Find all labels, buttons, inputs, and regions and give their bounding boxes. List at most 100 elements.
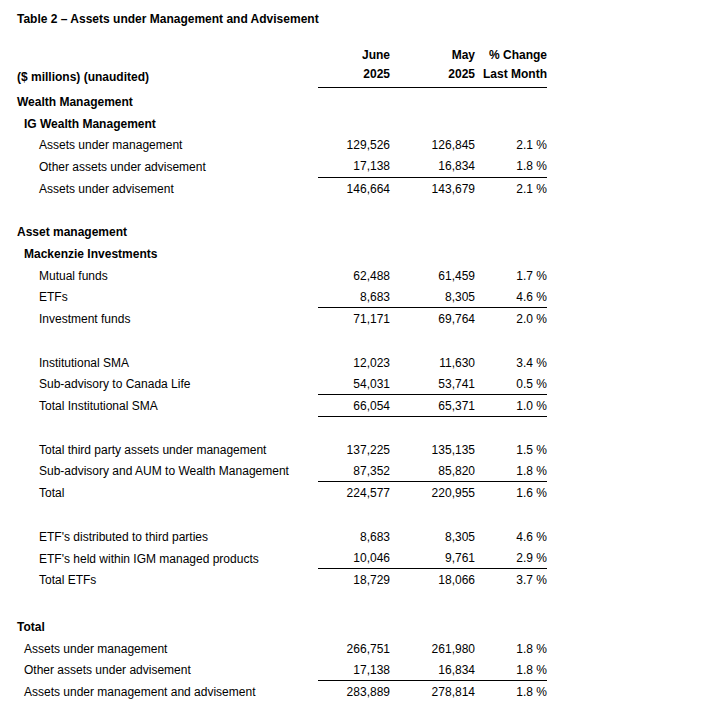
table-row: Total bbox=[17, 616, 547, 638]
table-row: Assets under management129,526126,8452.1… bbox=[17, 134, 547, 156]
row-label: Total bbox=[17, 620, 318, 634]
may-value: 65,371 bbox=[390, 399, 475, 413]
june-value: 17,138 bbox=[318, 159, 390, 173]
row-label: Sub-advisory and AUM to Wealth Managemen… bbox=[17, 464, 318, 478]
pct-change-value: 1.8 % bbox=[475, 464, 547, 478]
june-value: 12,023 bbox=[318, 356, 390, 370]
row-values: 54,03153,7410.5 % bbox=[318, 374, 547, 396]
row-values: 18,72918,0663.7 % bbox=[318, 569, 547, 591]
table-row: Total ETFs18,72918,0663.7 % bbox=[17, 569, 547, 591]
june-value: 66,054 bbox=[318, 399, 390, 413]
may-value: 85,820 bbox=[390, 464, 475, 478]
column-header-june-year: 2025 bbox=[318, 65, 390, 84]
row-values: 10,0469,7612.9 % bbox=[318, 548, 547, 570]
pct-change-value: 3.4 % bbox=[475, 356, 547, 370]
row-label: ETFs bbox=[17, 290, 318, 304]
june-value: 8,683 bbox=[318, 530, 390, 544]
table-row: Other assets under advisement17,13816,83… bbox=[17, 659, 547, 681]
june-value: 54,031 bbox=[318, 377, 390, 391]
column-header-may-year: 2025 bbox=[390, 65, 475, 84]
may-value: 278,814 bbox=[390, 685, 475, 699]
june-value: 137,225 bbox=[318, 443, 390, 457]
row-label: Investment funds bbox=[17, 312, 318, 326]
table-row: Mutual funds62,48861,4591.7 % bbox=[17, 265, 547, 287]
row-label: Assets under advisement bbox=[17, 182, 318, 196]
pct-change-value: 2.0 % bbox=[475, 312, 547, 326]
may-value: 135,135 bbox=[390, 443, 475, 457]
pct-change-value: 3.7 % bbox=[475, 573, 547, 587]
may-value: 143,679 bbox=[390, 182, 475, 196]
table-row: Sub-advisory and AUM to Wealth Managemen… bbox=[17, 461, 547, 483]
row-label: Total ETFs bbox=[17, 573, 318, 587]
june-value: 266,751 bbox=[318, 642, 390, 656]
row-values: 62,48861,4591.7 % bbox=[318, 265, 547, 287]
pct-change-value: 0.5 % bbox=[475, 377, 547, 391]
table-row: Mackenzie Investments bbox=[17, 243, 547, 265]
row-values: 224,577220,9551.6 % bbox=[318, 482, 547, 504]
row-label: Other assets under advisement bbox=[17, 663, 318, 677]
row-values: 8,6838,3054.6 % bbox=[318, 526, 547, 548]
pct-change-value: 1.7 % bbox=[475, 269, 547, 283]
june-value: 283,889 bbox=[318, 685, 390, 699]
row-label: ETF's held within IGM managed products bbox=[17, 552, 318, 566]
table-row: Assets under management and advisement28… bbox=[17, 681, 547, 703]
pct-change-value: 1.6 % bbox=[475, 486, 547, 500]
may-value: 8,305 bbox=[390, 290, 475, 304]
row-label: Assets under management and advisement bbox=[17, 685, 318, 699]
row-label: Other assets under advisement bbox=[17, 160, 318, 174]
table-row: Sub-advisory to Canada Life54,03153,7410… bbox=[17, 374, 547, 396]
row-label: Mutual funds bbox=[17, 269, 318, 283]
row-values: 137,225135,1351.5 % bbox=[318, 439, 547, 461]
row-values bbox=[318, 113, 547, 135]
spacer-row bbox=[17, 504, 547, 526]
row-values: 8,6838,3054.6 % bbox=[318, 287, 547, 309]
pct-change-value: 1.8 % bbox=[475, 663, 547, 677]
table-row: ETFs8,6838,3054.6 % bbox=[17, 287, 547, 309]
row-label: ETF's distributed to third parties bbox=[17, 530, 318, 544]
pct-change-value: 1.8 % bbox=[475, 642, 547, 656]
june-value: 71,171 bbox=[318, 312, 390, 326]
june-value: 62,488 bbox=[318, 269, 390, 283]
row-label: Total bbox=[17, 486, 318, 500]
june-value: 146,664 bbox=[318, 182, 390, 196]
table-header-row: ($ millions) (unaudited) June 2025 May 2… bbox=[17, 46, 547, 88]
row-values: 266,751261,9801.8 % bbox=[318, 638, 547, 660]
table-row: Assets under management266,751261,9801.8… bbox=[17, 638, 547, 660]
row-label: Institutional SMA bbox=[17, 356, 318, 370]
may-value: 61,459 bbox=[390, 269, 475, 283]
row-values: 66,05465,3711.0 % bbox=[318, 395, 547, 417]
row-label: Mackenzie Investments bbox=[17, 247, 318, 261]
row-label: Total third party assets under managemen… bbox=[17, 443, 318, 457]
column-header-change-line2: Last Month bbox=[475, 65, 547, 84]
june-value: 87,352 bbox=[318, 464, 390, 478]
row-label: Sub-advisory to Canada Life bbox=[17, 377, 318, 391]
table-row: ETF's held within IGM managed products10… bbox=[17, 548, 547, 570]
pct-change-value: 1.8 % bbox=[475, 159, 547, 173]
row-label: Wealth Management bbox=[17, 95, 318, 109]
may-value: 16,834 bbox=[390, 663, 475, 677]
table-row: Total third party assets under managemen… bbox=[17, 439, 547, 461]
table-row: Institutional SMA12,02311,6303.4 % bbox=[17, 352, 547, 374]
spacer-row bbox=[17, 199, 547, 221]
spacer-row bbox=[17, 330, 547, 352]
column-header-may-month: May bbox=[390, 46, 475, 65]
table-row: Investment funds71,17169,7642.0 % bbox=[17, 308, 547, 330]
pct-change-value: 1.5 % bbox=[475, 443, 547, 457]
may-value: 261,980 bbox=[390, 642, 475, 656]
column-headers: June 2025 May 2025 % Change Last Month bbox=[318, 46, 547, 88]
row-label: Total Institutional SMA bbox=[17, 399, 318, 413]
may-value: 16,834 bbox=[390, 159, 475, 173]
pct-change-value: 2.9 % bbox=[475, 551, 547, 565]
table-row: IG Wealth Management bbox=[17, 113, 547, 135]
pct-change-value: 2.1 % bbox=[475, 182, 547, 196]
may-value: 220,955 bbox=[390, 486, 475, 500]
table-row: Wealth Management bbox=[17, 91, 547, 113]
row-values bbox=[318, 243, 547, 265]
may-value: 9,761 bbox=[390, 551, 475, 565]
row-values: 87,35285,8201.8 % bbox=[318, 461, 547, 483]
document-page: Table 2 – Assets under Management and Ad… bbox=[0, 0, 727, 703]
row-values: 12,02311,6303.4 % bbox=[318, 352, 547, 374]
table-row: ETF's distributed to third parties8,6838… bbox=[17, 526, 547, 548]
row-values: 283,889278,8141.8 % bbox=[318, 681, 547, 703]
row-values: 146,664143,6792.1 % bbox=[318, 178, 547, 200]
